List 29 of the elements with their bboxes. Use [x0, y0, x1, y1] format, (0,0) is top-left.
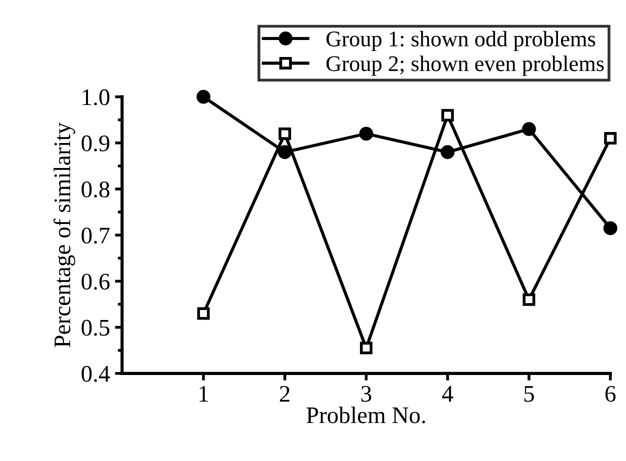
- y-tick-label: 0.9: [82, 135, 110, 152]
- x-tick-label: 6: [605, 386, 616, 402]
- point: [196, 90, 210, 104]
- y-tick-label: 0.6: [82, 274, 110, 290]
- legend-label: Group 2; shown even problems: [326, 56, 604, 76]
- point: [359, 126, 374, 141]
- y-tick-label: 0.5: [82, 320, 110, 336]
- point: [197, 307, 210, 320]
- point: [604, 132, 617, 145]
- y-tick-label: 0.8: [82, 182, 110, 198]
- x-tick-label: 2: [280, 386, 290, 402]
- point: [522, 293, 536, 306]
- y-tick-label: 0.4: [82, 366, 110, 382]
- x-tick-label: 5: [524, 386, 534, 402]
- legend-label: Group 1: shown odd problems: [326, 30, 596, 51]
- x-tick-label: 4: [442, 386, 454, 402]
- point: [441, 109, 454, 122]
- x-tick-label: 3: [361, 386, 372, 402]
- point: [603, 221, 618, 236]
- point: [440, 145, 455, 160]
- y-tick-label: 1.0: [82, 89, 110, 106]
- y-tick-label: 0.7: [82, 228, 110, 244]
- y-axis-title: Percentage of similarity: [53, 122, 76, 348]
- point: [278, 145, 292, 160]
- x-tick-label: 1: [200, 386, 208, 402]
- x-axis-title: Problem No.: [306, 406, 425, 424]
- point: [360, 342, 372, 354]
- point: [522, 122, 536, 136]
- point: [278, 127, 292, 140]
